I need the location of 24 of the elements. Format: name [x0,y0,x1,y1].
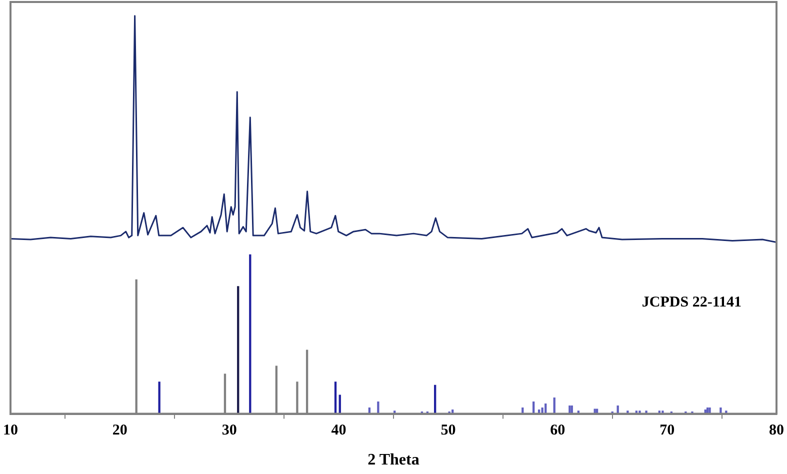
x-tick-label: 40 [331,422,346,439]
bar [237,286,240,414]
bar [626,410,629,414]
bar [638,410,641,414]
x-tick-label: 70 [660,422,675,439]
bar [645,410,648,414]
bar [541,408,544,414]
x-tick-label: 20 [112,422,128,439]
bar [334,382,337,414]
bar [377,402,380,414]
bar [249,254,252,414]
x-axis-title: 2 Theta [368,452,420,469]
bar [720,408,722,414]
x-tick-label: 10 [3,422,18,439]
bar [708,408,711,414]
bar [616,406,619,414]
bar [158,382,160,414]
x-tick-label: 30 [222,422,237,439]
bar [434,384,436,414]
x-tick-label: 80 [769,422,784,439]
bar [662,410,664,414]
annotation: JCPDS 22-1141 [642,294,742,310]
x-tick-label: 50 [440,422,456,439]
x-tick-label: 60 [550,422,566,439]
